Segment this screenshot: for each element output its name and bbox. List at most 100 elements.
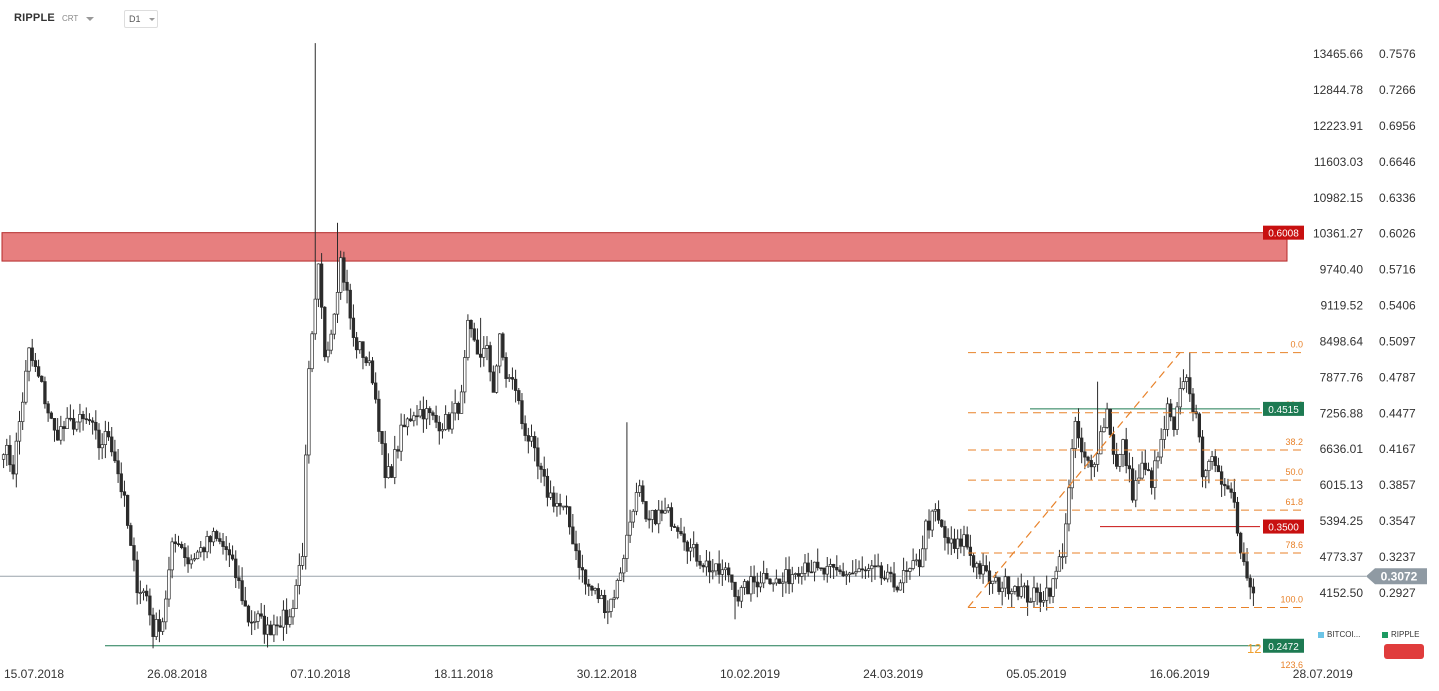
candle-body: [653, 509, 658, 525]
candle-body: [968, 546, 973, 556]
candle-body: [199, 547, 203, 553]
resistance-tag: 0.6008: [1268, 229, 1299, 240]
timeframe-value: D1: [129, 14, 141, 24]
symbol-name[interactable]: RIPPLE: [14, 12, 55, 24]
symbol-chevron-down-icon[interactable]: [86, 17, 94, 21]
candle-body: [513, 378, 518, 391]
candle-body: [90, 420, 95, 423]
legend-item-ripple[interactable]: RIPPLE: [1382, 630, 1419, 639]
candle-body: [94, 421, 98, 431]
candle-body: [370, 360, 375, 384]
candle-body: [405, 418, 410, 428]
candle-body: [380, 431, 384, 444]
candle-body: [421, 409, 426, 420]
candle-body: [227, 549, 232, 556]
candle-body: [612, 597, 616, 600]
candle-body: [742, 581, 747, 588]
candle-body: [294, 584, 298, 609]
candle-body: [1035, 587, 1039, 593]
candle-body: [695, 544, 699, 562]
candle-body: [908, 568, 912, 572]
candle-body: [1130, 468, 1135, 501]
candle-body: [965, 534, 969, 548]
candle-body: [1086, 456, 1090, 461]
candle-body: [787, 569, 791, 585]
level-tag-bg: [1263, 519, 1304, 534]
candle-body: [927, 520, 931, 531]
candle-body: [800, 573, 804, 577]
candle-body: [657, 509, 661, 525]
candle-body: [1178, 388, 1182, 408]
trade-button[interactable]: [1384, 644, 1424, 659]
candle-body: [389, 466, 394, 478]
candle-body: [68, 417, 73, 420]
candle-body: [97, 429, 101, 449]
timeframe-select[interactable]: D1: [124, 10, 158, 28]
candle-body: [297, 565, 301, 586]
time-axis-tick: 05.05.2019: [1006, 667, 1066, 681]
candle-body: [1105, 408, 1109, 428]
candle-body: [647, 518, 651, 521]
primary-axis-tick: 0.6336: [1379, 191, 1416, 205]
candle-body: [234, 558, 238, 579]
candle-body: [593, 588, 597, 591]
candle-body: [418, 409, 422, 417]
candle-body: [205, 536, 209, 553]
candle-body: [618, 572, 623, 581]
candle-body: [300, 556, 305, 566]
candle-body: [1083, 451, 1087, 458]
candle-body: [453, 402, 457, 414]
secondary-axis-tick: 5394.25: [1320, 514, 1364, 528]
level-tag: 0.3500: [1268, 523, 1299, 534]
candle-body: [720, 569, 724, 575]
candles-layer: [1, 43, 1256, 649]
primary-axis-tick: 0.5097: [1379, 334, 1416, 348]
candle-body: [803, 562, 807, 574]
candle-body: [1172, 416, 1176, 430]
candle-body: [739, 587, 744, 602]
candle-body: [75, 421, 79, 430]
candle-body: [377, 398, 381, 432]
candle-body: [1032, 587, 1036, 602]
candle-body: [825, 566, 829, 575]
candle-body: [399, 424, 403, 452]
candle-body: [971, 555, 976, 568]
candle-body: [348, 289, 352, 319]
candle-body: [698, 560, 702, 566]
secondary-axis-tick: 8498.64: [1320, 334, 1364, 348]
instrument-type[interactable]: CRT: [62, 14, 79, 23]
current-price-tag: 0.3072: [1381, 570, 1418, 584]
candle-body: [259, 613, 263, 617]
fib-label: 78.6: [1285, 540, 1303, 550]
candle-body: [723, 567, 728, 571]
candle-body: [727, 567, 731, 576]
secondary-axis-tick: 7256.88: [1320, 406, 1364, 420]
candle-body: [1226, 485, 1230, 490]
candle-body: [1038, 592, 1042, 603]
candle-body: [1200, 436, 1205, 478]
candle-body: [987, 570, 992, 585]
candle-body: [752, 576, 756, 583]
candle-body: [122, 491, 127, 496]
legend-item-bitcoin[interactable]: BITCOI...: [1318, 630, 1360, 639]
candle-body: [40, 375, 44, 382]
secondary-axis-tick: 4773.37: [1320, 550, 1364, 564]
fib-label: 0.0: [1290, 340, 1303, 350]
candle-body: [272, 624, 276, 636]
fib-extra-label: 12: [1247, 641, 1261, 656]
candle-body: [215, 531, 219, 539]
candle-body: [1229, 488, 1233, 493]
primary-axis-tick: 0.7266: [1379, 83, 1416, 97]
candle-body: [119, 473, 123, 493]
candle-body: [952, 538, 957, 549]
candle-body: [33, 360, 38, 367]
candle-body: [240, 580, 244, 602]
candle-body: [816, 561, 820, 569]
candle-body: [17, 421, 22, 442]
candle-body: [917, 559, 922, 568]
candle-body: [412, 415, 416, 422]
candle-body: [443, 414, 448, 430]
candle-body: [781, 581, 785, 584]
candle-body: [1041, 599, 1046, 603]
